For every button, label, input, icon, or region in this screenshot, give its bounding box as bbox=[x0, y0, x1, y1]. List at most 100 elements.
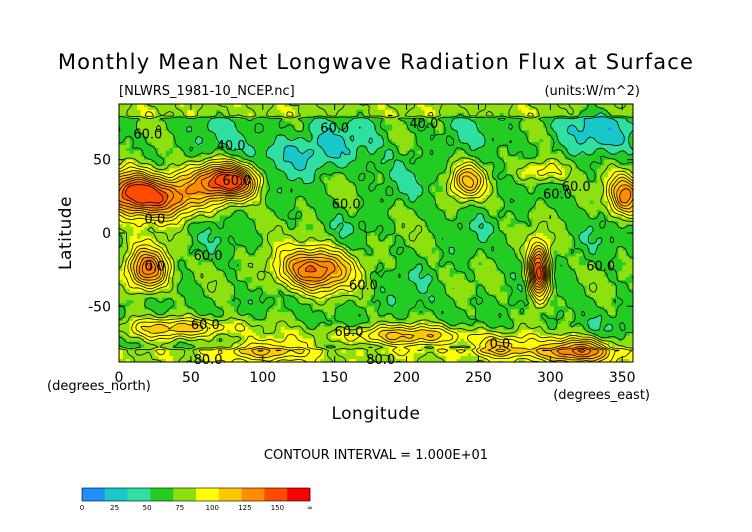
heatmap-cell bbox=[165, 130, 170, 134]
heatmap-cell bbox=[503, 112, 508, 117]
heatmap-cell bbox=[424, 133, 429, 137]
heatmap-cell bbox=[190, 109, 195, 114]
heatmap-cell bbox=[313, 104, 318, 108]
heatmap-cell bbox=[582, 174, 587, 178]
heatmap-cell bbox=[597, 189, 602, 193]
heatmap-cell bbox=[119, 118, 123, 122]
heatmap-cell bbox=[133, 159, 138, 164]
heatmap-cell bbox=[553, 142, 558, 146]
heatmap-cell bbox=[327, 165, 332, 169]
heatmap-cell bbox=[517, 150, 522, 155]
heatmap-cell bbox=[406, 104, 411, 108]
heatmap-cell bbox=[532, 156, 537, 161]
heatmap-cell bbox=[374, 174, 379, 178]
heatmap-cell bbox=[176, 142, 181, 146]
heatmap-cell bbox=[597, 136, 602, 140]
heatmap-cell bbox=[410, 159, 415, 164]
heatmap-cell bbox=[428, 194, 433, 199]
heatmap-cell bbox=[370, 156, 375, 161]
heatmap-cell bbox=[226, 147, 231, 152]
heatmap-cell bbox=[384, 165, 389, 169]
heatmap-cell bbox=[395, 104, 400, 108]
heatmap-cell bbox=[212, 104, 217, 108]
heatmap-cell bbox=[420, 165, 425, 169]
heatmap-cell bbox=[230, 133, 235, 137]
heatmap-cell bbox=[284, 147, 289, 152]
heatmap-cell bbox=[575, 142, 580, 146]
heatmap-cell bbox=[597, 124, 602, 128]
heatmap-cell bbox=[190, 133, 195, 137]
heatmap-cell bbox=[492, 127, 497, 131]
heatmap-cell bbox=[198, 139, 203, 143]
heatmap-cell bbox=[517, 115, 522, 120]
heatmap-cell bbox=[611, 104, 616, 108]
heatmap-cell bbox=[392, 171, 397, 175]
heatmap-cell bbox=[553, 121, 558, 125]
heatmap-cell bbox=[277, 115, 282, 120]
heatmap-cell bbox=[291, 112, 296, 117]
heatmap-cell bbox=[582, 194, 587, 199]
heatmap-cell bbox=[471, 153, 476, 158]
heatmap-cell bbox=[510, 127, 515, 131]
heatmap-cell bbox=[388, 133, 393, 137]
heatmap-cell bbox=[471, 118, 476, 122]
heatmap-cell bbox=[553, 118, 558, 122]
heatmap-cell bbox=[485, 136, 490, 140]
heatmap-cell bbox=[359, 189, 364, 193]
heatmap-cell bbox=[377, 165, 382, 169]
heatmap-cell bbox=[629, 124, 634, 128]
heatmap-cell bbox=[226, 106, 231, 111]
heatmap-cell bbox=[216, 112, 221, 117]
heatmap-cell bbox=[575, 136, 580, 140]
heatmap-cell bbox=[341, 142, 346, 146]
heatmap-cell bbox=[147, 194, 152, 199]
heatmap-cell bbox=[424, 121, 429, 125]
heatmap-cell bbox=[564, 203, 569, 208]
heatmap-cell bbox=[593, 186, 598, 190]
heatmap-cell bbox=[543, 106, 548, 111]
heatmap-cell bbox=[597, 194, 602, 199]
heatmap-cell bbox=[395, 174, 400, 178]
heatmap-cell bbox=[291, 133, 296, 137]
heatmap-cell bbox=[183, 118, 188, 122]
heatmap-cell bbox=[241, 112, 246, 117]
heatmap-cell bbox=[309, 168, 314, 172]
heatmap-cell bbox=[492, 156, 497, 161]
heatmap-cell bbox=[162, 118, 167, 122]
heatmap-cell bbox=[546, 109, 551, 114]
heatmap-cell bbox=[251, 127, 256, 131]
heatmap-cell bbox=[564, 133, 569, 137]
heatmap-cell bbox=[381, 106, 386, 111]
heatmap-cell bbox=[287, 130, 292, 134]
heatmap-cell bbox=[349, 142, 354, 146]
heatmap-cell bbox=[464, 106, 469, 111]
heatmap-cell bbox=[579, 159, 584, 164]
heatmap-cell bbox=[119, 130, 123, 134]
heatmap-cell bbox=[410, 124, 415, 128]
heatmap-cell bbox=[237, 142, 242, 146]
heatmap-cell bbox=[410, 121, 415, 125]
heatmap-cell bbox=[399, 200, 404, 205]
heatmap-cell bbox=[561, 130, 566, 134]
heatmap-cell bbox=[244, 150, 249, 155]
heatmap-cell bbox=[489, 130, 494, 134]
heatmap-cell bbox=[216, 136, 221, 140]
heatmap-cell bbox=[280, 150, 285, 155]
heatmap-cell bbox=[510, 142, 515, 146]
heatmap-cell bbox=[399, 150, 404, 155]
heatmap-cell bbox=[489, 133, 494, 137]
heatmap-cell bbox=[600, 130, 605, 134]
heatmap-cell bbox=[589, 194, 594, 199]
heatmap-cell bbox=[413, 130, 418, 134]
heatmap-cell bbox=[309, 142, 314, 146]
heatmap-cell bbox=[208, 194, 213, 199]
heatmap-cell bbox=[147, 159, 152, 164]
heatmap-cell bbox=[230, 142, 235, 146]
heatmap-cell bbox=[345, 189, 350, 193]
heatmap-cell bbox=[521, 200, 526, 205]
heatmap-cell bbox=[154, 194, 159, 199]
heatmap-cell bbox=[464, 147, 469, 152]
heatmap-cell bbox=[395, 136, 400, 140]
heatmap-cell bbox=[482, 194, 487, 199]
heatmap-cell bbox=[604, 104, 609, 108]
